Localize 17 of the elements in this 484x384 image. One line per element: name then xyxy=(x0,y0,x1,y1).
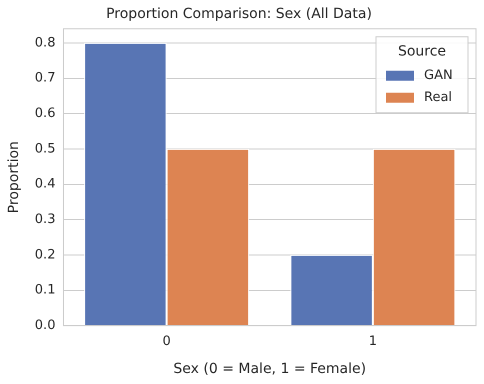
y-tick-label: 0.0 xyxy=(34,318,56,333)
legend-label: Real xyxy=(424,90,452,106)
x-tick-label: 1 xyxy=(368,334,378,349)
y-tick-label: 0.5 xyxy=(34,141,56,156)
y-tick-label: 0.7 xyxy=(34,70,56,86)
y-tick-label: 0.1 xyxy=(34,282,56,298)
y-tick-label: 0.4 xyxy=(34,176,56,192)
y-tick-label: 0.3 xyxy=(34,212,56,227)
y-tick-label: 0.6 xyxy=(34,106,56,121)
chart-title: Proportion Comparison: Sex (All Data) xyxy=(106,6,372,22)
x-axis-title: Sex (0 = Male, 1 = Female) xyxy=(173,361,366,378)
y-tick-label: 0.2 xyxy=(34,247,56,262)
y-tick-label: 0.8 xyxy=(34,35,56,50)
legend-label: GAN xyxy=(424,68,453,84)
x-tick-label: 0 xyxy=(162,334,171,349)
y-axis-title: Proportion xyxy=(6,141,22,214)
legend-title: Source xyxy=(398,43,446,60)
